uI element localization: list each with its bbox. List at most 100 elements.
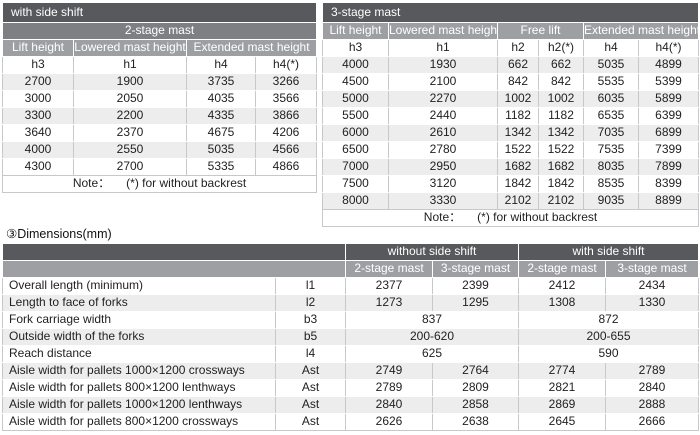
table-cell: 6535: [583, 107, 639, 125]
table-cell: 662: [497, 56, 539, 74]
table-cell: 6000: [322, 124, 389, 142]
table-cell: 5399: [638, 73, 699, 91]
dimension-symbol: Ast: [275, 362, 346, 380]
dimension-row: Aisle width for pallets 800×1200 crosswa…: [2, 413, 699, 431]
table-cell: 2050: [73, 90, 187, 108]
table-cell: 2700: [73, 158, 187, 176]
dimension-name: Reach distance: [2, 345, 276, 363]
dimension-value: 1330: [605, 294, 699, 312]
mast-header-row: 2-stage mast 3-stage mast 2-stage mast 3…: [2, 260, 699, 278]
table-cell: 1182: [538, 107, 584, 125]
table-cell: 3000: [2, 90, 74, 108]
dimension-value: 1308: [518, 294, 606, 312]
table-cell: 2100: [388, 73, 498, 91]
column-header-lowered-mast-height: Lowered mast height: [388, 22, 498, 40]
symbol-header-row: h3 h1 h4 h4(*): [2, 56, 318, 74]
table-cell: 1002: [538, 90, 584, 108]
with-side-shift-table: with side shift 2-stage mast Lift height…: [1, 2, 318, 193]
table-row: 2700 1900 3735 3266: [2, 73, 318, 91]
dimension-name: Length to face of forks: [2, 294, 276, 312]
three-stage-mast-table: 3-stage mast Lift height Lowered mast he…: [322, 2, 699, 227]
dimension-value: 2399: [432, 277, 519, 295]
table-title: 3-stage mast: [322, 2, 699, 23]
dimension-value: 1273: [345, 294, 433, 312]
symbol-h4: h4: [583, 39, 639, 57]
table-cell: 2700: [2, 73, 74, 91]
dimension-value: 2749: [345, 362, 433, 380]
mast-header-2-stage-with: 2-stage mast: [518, 260, 606, 278]
table-cell: 5335: [186, 158, 256, 176]
dimension-row: Fork carriage width b3 837 872: [2, 311, 699, 329]
table-cell: 2550: [73, 141, 187, 159]
table-cell: 842: [497, 73, 539, 91]
table-cell: 5035: [186, 141, 256, 159]
table-cell: 4675: [186, 124, 256, 142]
symbol-h2-star: h2(*): [538, 39, 584, 57]
table-cell: 2270: [388, 90, 498, 108]
dimension-value: 2434: [605, 277, 699, 295]
table-cell: 9035: [583, 192, 639, 210]
dimension-value: 2412: [518, 277, 606, 295]
table-cell: 7035: [583, 124, 639, 142]
dimension-symbol: l4: [275, 345, 346, 363]
table-cell: 7500: [322, 175, 389, 193]
table-cell: 8399: [638, 175, 699, 193]
table-cell: 1342: [538, 124, 584, 142]
dimension-value: 200-620: [345, 328, 519, 346]
dimension-symbol: l2: [275, 294, 346, 312]
table-cell: 4206: [254, 124, 318, 142]
column-header-extended-mast-height: Extended mast height: [185, 39, 318, 57]
mast-header-3-stage-without: 3-stage mast: [432, 260, 519, 278]
table-cell: 7399: [638, 141, 699, 159]
dimension-value: 1295: [432, 294, 519, 312]
dimension-row: Overall length (minimum) l1 2377 2399 2412 24…: [2, 277, 699, 295]
note-text: (*) for without backrest: [126, 176, 247, 191]
dimension-value: 2638: [432, 413, 519, 431]
dimension-value: 2774: [518, 362, 606, 380]
symbol-h1: h1: [388, 39, 498, 57]
dimension-symbol: Ast: [275, 396, 346, 414]
dimension-symbol: b3: [275, 311, 346, 329]
table-cell: 6399: [638, 107, 699, 125]
table-cell: 2610: [388, 124, 498, 142]
table-cell: 8535: [583, 175, 639, 193]
table-cell: 6500: [322, 141, 389, 159]
group-header-spacer: [2, 243, 346, 261]
column-header-lift-height: Lift height: [322, 22, 389, 40]
column-header-lift-height: Lift height: [2, 39, 74, 57]
dimension-row: Outside width of the forks b5 200-620 200-6…: [2, 328, 699, 346]
table-cell: 5035: [583, 56, 639, 74]
table-cell: 1002: [497, 90, 539, 108]
note-row: Note： (*) for without backrest: [322, 209, 699, 227]
table-row: 5000 2270 1002 1002 6035 5899: [322, 90, 699, 108]
table-cell: 662: [538, 56, 584, 74]
table-cell: 8000: [322, 192, 389, 210]
table-cell: 5535: [583, 73, 639, 91]
dimension-name: Aisle width for pallets 1000×1200 crossw…: [2, 362, 276, 380]
note-label: Note：: [423, 210, 462, 225]
table-cell: 1842: [497, 175, 539, 193]
dimension-value: 2858: [432, 396, 519, 414]
note-row: Note： (*) for without backrest: [1, 175, 318, 193]
column-header-row: Lift height Lowered mast height Extended…: [2, 39, 318, 57]
dimension-value: 2377: [345, 277, 433, 295]
table-row: 5500 2440 1182 1182 6535 6399: [322, 107, 699, 125]
table-cell: 3640: [2, 124, 74, 142]
dimension-value: 2840: [345, 396, 433, 414]
table-cell: 8899: [638, 192, 699, 210]
table-cell: 4300: [2, 158, 74, 176]
dimension-value: 2809: [432, 379, 519, 397]
table-row: 6000 2610 1342 1342 7035 6899: [322, 124, 699, 142]
table-title: with side shift: [1, 2, 318, 23]
table-cell: 3300: [2, 107, 74, 125]
table-cell: 1342: [497, 124, 539, 142]
mast-header-2-stage-without: 2-stage mast: [345, 260, 433, 278]
table-cell: 4566: [254, 141, 318, 159]
table-cell: 5899: [638, 90, 699, 108]
mast-header-spacer: [2, 260, 346, 278]
table-row: 6500 2780 1522 1522 7535 7399: [322, 141, 699, 159]
column-header-extended-mast-height: Extended mast height: [583, 22, 699, 40]
table-cell: 7535: [583, 141, 639, 159]
symbol-h3: h3: [2, 56, 74, 74]
note: Note： (*) for without backrest: [1, 175, 318, 193]
